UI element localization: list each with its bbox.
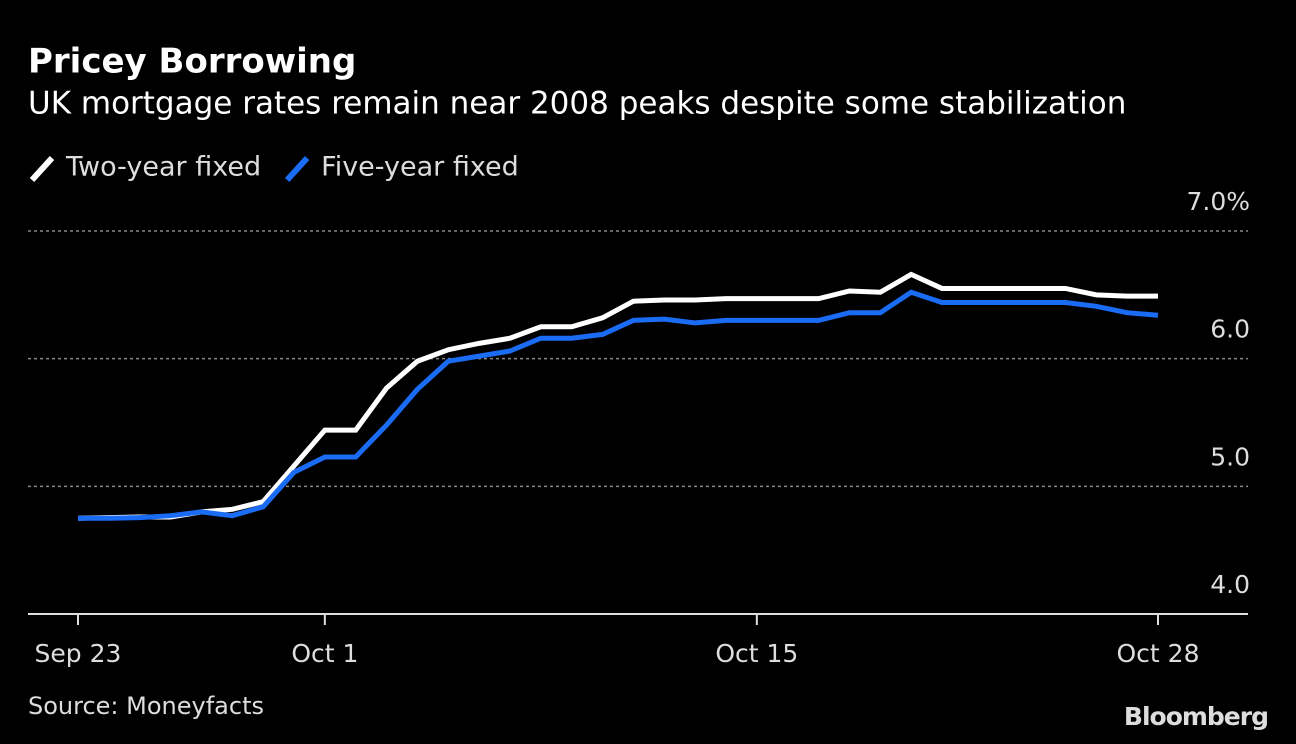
legend-swatch [29, 155, 55, 183]
y-tick-label: 7.0% [1186, 187, 1250, 216]
y-tick-label: 6.0 [1210, 315, 1250, 344]
y-tick-label: 5.0 [1210, 442, 1250, 471]
x-tick-label: Oct 1 [291, 639, 358, 668]
line-series [77, 271, 1158, 521]
legend-label: Five-year fixed [321, 152, 519, 183]
brand: Bloomberg [1124, 702, 1268, 731]
x-tick-label: Oct 28 [1117, 639, 1200, 668]
line-series [78, 289, 1159, 521]
source: Source: Moneyfacts [28, 692, 264, 720]
legend-swatch [284, 155, 310, 183]
x-tick-label: Sep 23 [35, 639, 122, 668]
x-tick-label: Oct 15 [715, 639, 798, 668]
y-tick-label: 4.0 [1210, 570, 1250, 599]
legend-label: Two-year fixed [65, 152, 261, 183]
chart-title: Pricey Borrowing [28, 42, 356, 82]
chart-subtitle: UK mortgage rates remain near 2008 peaks… [28, 86, 1126, 122]
